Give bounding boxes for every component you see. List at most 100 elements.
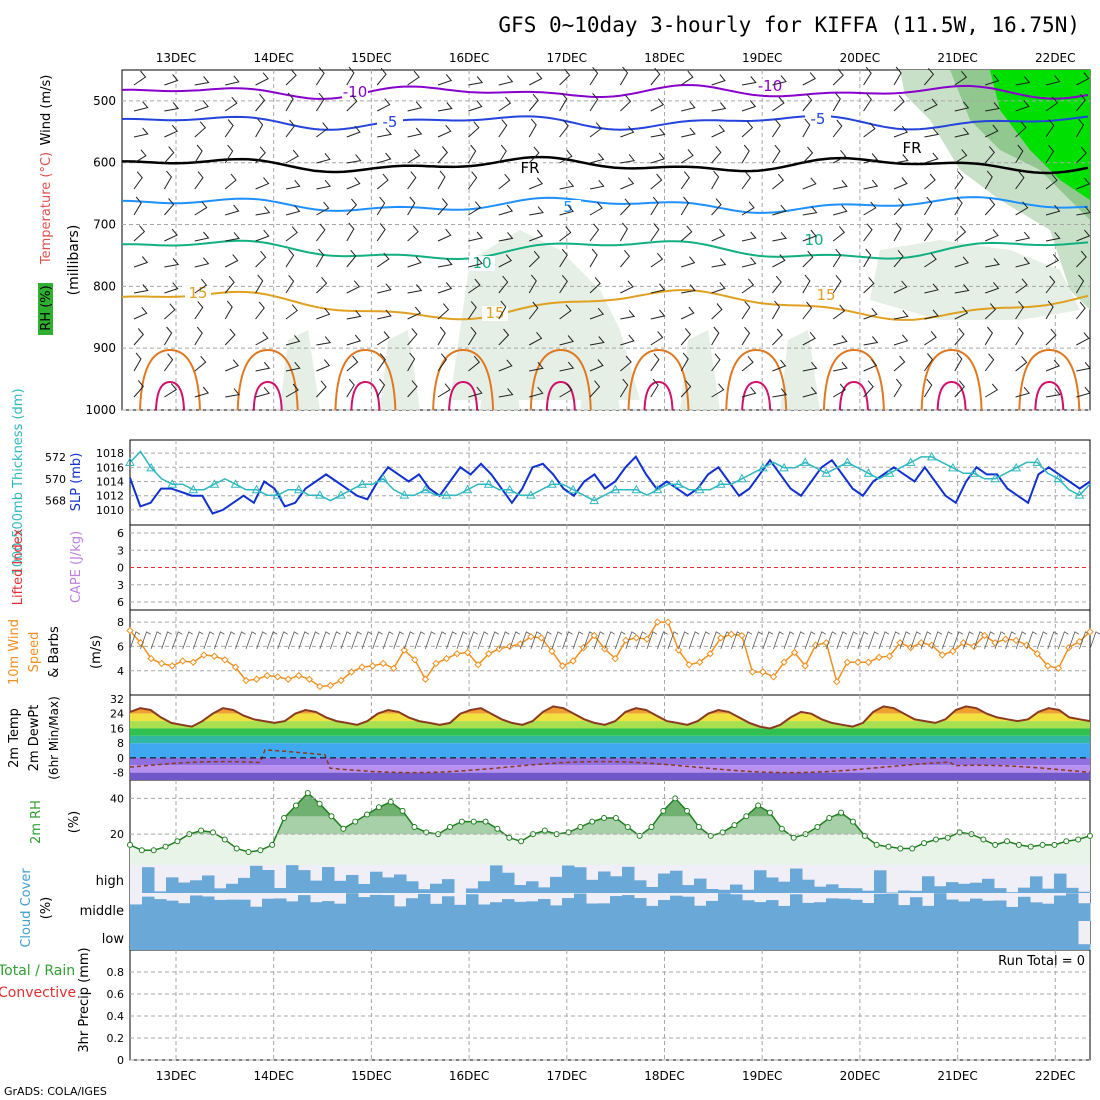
date-label-top: 20DEC <box>840 51 880 65</box>
contour-label: 10 <box>804 231 823 249</box>
wind-speed-point <box>305 675 314 683</box>
thickness-point <box>842 457 853 466</box>
wind-barb <box>954 70 968 86</box>
rh-point <box>352 818 359 825</box>
wind-barb <box>346 177 361 190</box>
cloud-bar <box>430 903 443 921</box>
rh-point <box>458 818 465 825</box>
contour-label-bg <box>185 286 211 301</box>
wind-barb <box>1076 72 1090 86</box>
surface-wind-barb <box>182 631 193 649</box>
surface-wind-barb <box>541 631 552 649</box>
wind-barb <box>741 144 750 164</box>
wind-barb <box>164 258 180 268</box>
wind-barb <box>529 229 544 242</box>
wind-barb <box>620 280 634 294</box>
rh-point <box>790 834 797 841</box>
wind-tick-label: 8 <box>117 616 124 629</box>
thickness-point <box>905 457 916 466</box>
thickness-point <box>631 484 642 494</box>
cloud-bar <box>298 921 311 950</box>
cloud-bar <box>706 900 719 921</box>
cloud-bar <box>142 921 155 950</box>
surface-wind-barb <box>456 631 468 649</box>
surface-wind-barb <box>583 631 594 649</box>
wind-barb <box>437 258 453 268</box>
wind-barb <box>711 303 723 320</box>
cloud-bar <box>646 905 659 921</box>
wind-barb <box>771 119 781 138</box>
cloud-bar <box>622 921 635 950</box>
cloud-bar <box>850 899 863 921</box>
cloud-bar <box>958 921 971 950</box>
rh-legend-swatch <box>38 283 53 335</box>
cloud-bar <box>754 870 767 893</box>
wind-barb <box>255 229 270 242</box>
cloud-bar <box>322 867 335 893</box>
cloud-bar <box>394 921 407 950</box>
temperature-contour-warm <box>936 380 967 411</box>
wind-speed-point <box>421 675 430 683</box>
cloud-bar <box>370 871 383 893</box>
wind-barb <box>772 75 787 86</box>
rh-point <box>731 822 738 829</box>
wind-barb <box>924 252 937 268</box>
wind-barb <box>437 74 453 86</box>
cloud-bar <box>598 921 611 950</box>
wind-barb <box>407 149 421 164</box>
wind-barb <box>1076 361 1092 372</box>
wind-label-b: Speed <box>27 632 42 673</box>
cloud-bar <box>730 894 743 921</box>
rh-point <box>707 832 714 839</box>
wind-barb <box>164 102 180 112</box>
surface-wind-barb <box>203 631 215 649</box>
cloud-bar <box>274 921 287 950</box>
wind-barb <box>893 95 905 112</box>
thickness-point <box>188 484 199 494</box>
wind-barb <box>1045 328 1057 346</box>
surface-wind-barb <box>277 631 288 649</box>
cloud-bar <box>886 921 899 950</box>
wind-barb <box>285 361 301 372</box>
cloud-bar <box>526 921 539 950</box>
cloud-bar <box>202 921 215 950</box>
wind-barb <box>772 231 788 242</box>
cloud-bar <box>442 921 455 950</box>
wind-barb <box>559 335 574 346</box>
cloud-bar <box>946 921 959 950</box>
rh-point <box>470 818 477 825</box>
wind-speed-point <box>780 658 788 666</box>
wind-barb <box>741 355 754 372</box>
cloud-bar <box>190 921 203 950</box>
thickness-point <box>673 479 684 488</box>
wind-barb <box>407 101 423 112</box>
thickness-point <box>462 484 473 494</box>
wind-barb <box>741 76 757 86</box>
wind-barb <box>893 249 904 268</box>
cloud-bar <box>154 891 167 893</box>
wind-speed-point <box>759 668 767 676</box>
wind-speed-point <box>706 650 714 658</box>
cloud-bar <box>934 886 947 893</box>
rh-point <box>861 832 868 839</box>
wind-barb <box>407 171 417 190</box>
rh-point <box>589 818 596 825</box>
rh-point <box>755 802 762 809</box>
wind-barb <box>437 326 446 346</box>
thickness-point <box>378 473 389 483</box>
wind-barb <box>407 328 418 346</box>
cloud-bar <box>1078 891 1091 893</box>
cloud-bar <box>298 870 311 893</box>
wind-barb <box>133 306 148 320</box>
surface-wind-barb <box>414 631 426 649</box>
wind-barb <box>589 223 600 242</box>
wind-barb <box>316 380 327 398</box>
thickness-tick-label: 570 <box>45 473 66 486</box>
cloud-bar <box>682 921 695 950</box>
cloud-bar <box>430 883 443 893</box>
cloud-bar <box>214 899 227 921</box>
wind-barb <box>225 388 240 398</box>
cloud-bar <box>622 866 635 893</box>
cloud-level-label: middle <box>80 904 124 919</box>
wind-barb <box>650 196 659 216</box>
